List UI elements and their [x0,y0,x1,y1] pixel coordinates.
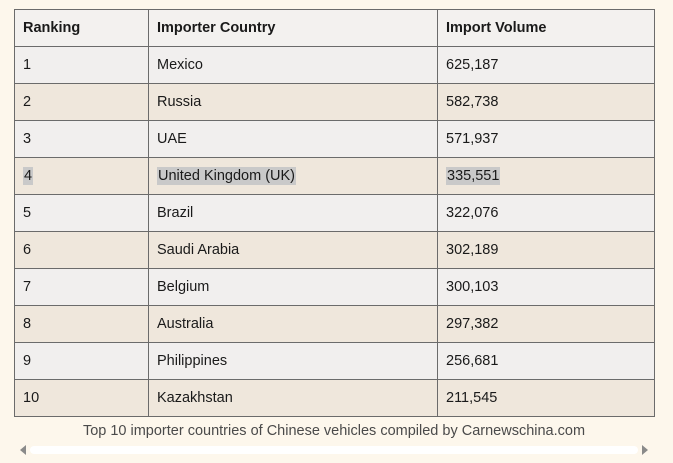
importers-table: Ranking Importer Country Import Volume 1… [14,9,655,417]
cell-ranking: 1 [14,46,149,84]
table-row: 5 Brazil 322,076 [14,194,655,232]
cell-country: UAE [148,120,438,158]
cell-country-text: Australia [157,316,214,332]
cell-country: Kazakhstan [148,379,438,417]
cell-import-volume-text: 582,738 [446,94,499,110]
cell-import-volume-text: 256,681 [446,353,499,369]
horizontal-scrollbar[interactable] [14,442,654,458]
header-ranking: Ranking [14,9,149,47]
header-import-volume: Import Volume [437,9,655,47]
cell-import-volume: 625,187 [437,46,655,84]
cell-import-volume-text: 297,382 [446,316,499,332]
cell-import-volume: 335,551 [437,157,655,195]
cell-country-text: Mexico [157,57,203,73]
table-row: 10 Kazakhstan 211,545 [14,379,655,417]
table-header-row: Ranking Importer Country Import Volume [14,9,655,47]
table-row: 7 Belgium 300,103 [14,268,655,306]
cell-country-text: UAE [157,131,187,147]
cell-ranking-text: 9 [23,353,32,369]
cell-country: Russia [148,83,438,121]
cell-country-text: Russia [157,94,202,110]
cell-ranking-text: 10 [23,390,40,406]
cell-ranking: 7 [14,268,149,306]
cell-country: Philippines [148,342,438,380]
cell-ranking-text: 5 [23,205,32,221]
cell-ranking-text: 8 [23,316,32,332]
cell-country: Australia [148,305,438,343]
cell-country-text: Saudi Arabia [157,242,240,258]
cell-import-volume-text: 571,937 [446,131,499,147]
cell-import-volume: 582,738 [437,83,655,121]
cell-ranking-text: 3 [23,131,32,147]
triangle-right-icon[interactable] [642,445,648,455]
table-row: 4 United Kingdom (UK) 335,551 [14,157,655,195]
cell-ranking: 5 [14,194,149,232]
cell-country: Mexico [148,46,438,84]
cell-import-volume: 211,545 [437,379,655,417]
cell-import-volume: 256,681 [437,342,655,380]
table-row: 6 Saudi Arabia 302,189 [14,231,655,269]
table-caption: Top 10 importer countries of Chinese veh… [82,423,586,439]
cell-import-volume-text: 211,545 [446,390,498,406]
cell-import-volume: 322,076 [437,194,655,232]
cell-country: Saudi Arabia [148,231,438,269]
cell-import-volume: 302,189 [437,231,655,269]
cell-country-text: United Kingdom (UK) [157,167,296,185]
cell-import-volume: 571,937 [437,120,655,158]
triangle-left-icon[interactable] [20,445,26,455]
cell-ranking-text: 2 [23,94,32,110]
table-row: 2 Russia 582,738 [14,83,655,121]
table-row: 9 Philippines 256,681 [14,342,655,380]
cell-ranking: 10 [14,379,149,417]
cell-country-text: Philippines [157,353,228,369]
cell-country-text: Kazakhstan [157,390,233,406]
cell-ranking-text: 4 [23,167,34,185]
cell-ranking: 3 [14,120,149,158]
cell-import-volume-text: 302,189 [446,242,499,258]
cell-ranking: 4 [14,157,149,195]
cell-country: Brazil [148,194,438,232]
cell-import-volume-text: 625,187 [446,57,499,73]
cell-import-volume: 300,103 [437,268,655,306]
cell-country: United Kingdom (UK) [148,157,438,195]
cell-country-text: Brazil [157,205,194,221]
cell-country: Belgium [148,268,438,306]
cell-ranking: 8 [14,305,149,343]
cell-ranking: 2 [14,83,149,121]
cell-ranking-text: 1 [23,57,32,73]
scrollbar-track[interactable] [30,446,638,454]
cell-country-text: Belgium [157,279,210,295]
header-importer-country: Importer Country [148,9,438,47]
cell-import-volume: 297,382 [437,305,655,343]
cell-ranking: 9 [14,342,149,380]
cell-import-volume-text: 335,551 [446,167,501,185]
cell-ranking-text: 6 [23,242,32,258]
cell-ranking-text: 7 [23,279,32,295]
cell-import-volume-text: 300,103 [446,279,499,295]
data-table-container: Ranking Importer Country Import Volume 1… [14,9,655,417]
table-row: 1 Mexico 625,187 [14,46,655,84]
cell-ranking: 6 [14,231,149,269]
table-row: 3 UAE 571,937 [14,120,655,158]
cell-import-volume-text: 322,076 [446,205,499,221]
table-row: 8 Australia 297,382 [14,305,655,343]
